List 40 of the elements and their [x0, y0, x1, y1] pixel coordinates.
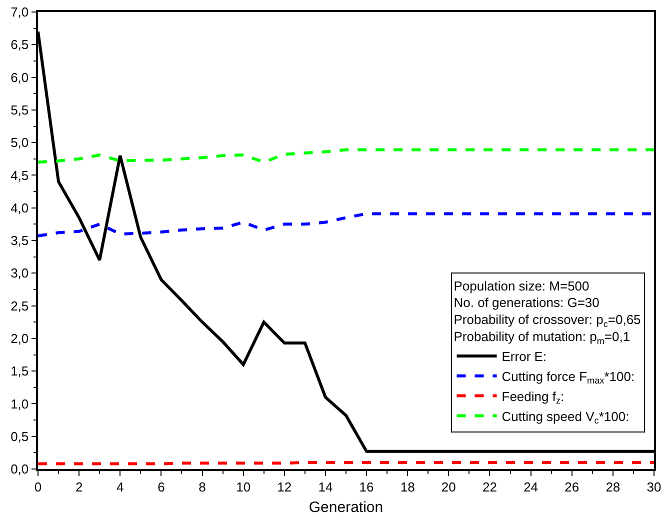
y-tick-label: 0,0 — [10, 462, 29, 477]
x-tick-label: 2 — [75, 479, 83, 494]
y-tick-label: 0,5 — [10, 428, 29, 444]
legend-label: Feeding f$_{z}$: — [502, 388, 564, 406]
x-tick-label: 14 — [318, 479, 333, 494]
y-tick-label: 2,0 — [10, 330, 29, 346]
x-tick-label: 0 — [34, 479, 42, 494]
annotation: Probability of crossover: p$_{c}$=0,65 — [454, 312, 641, 329]
x-tick-label: 8 — [198, 479, 206, 494]
x-tick-label: 24 — [524, 479, 538, 494]
x-tick-label: 26 — [564, 479, 580, 494]
legend-label: Cutting speed V$_{c}$*100: — [502, 408, 630, 426]
y-tick-label: 2,5 — [10, 298, 29, 314]
annotation: No. of generations: G=30 — [454, 295, 600, 310]
x-axis-title: Generation — [308, 498, 384, 516]
y-tick-label: 5,5 — [10, 102, 29, 118]
y-tick-label: 4,0 — [10, 200, 29, 216]
x-tick-label: 16 — [359, 479, 374, 494]
y-tick-label: 6,5 — [10, 37, 29, 52]
x-tick-label: 6 — [158, 479, 165, 494]
legend-label: Cutting force F$_{max}$*100: — [502, 368, 635, 386]
y-tick-label: 3,5 — [10, 233, 29, 248]
x-tick-label: 4 — [116, 479, 124, 494]
x-tick-label: 20 — [441, 479, 456, 494]
x-tick-label: 10 — [236, 479, 251, 494]
annotation: Population size: M=500 — [454, 278, 590, 294]
y-tick-label: 1,5 — [10, 364, 29, 379]
y-tick-label: 6,0 — [10, 70, 29, 85]
x-tick-label: 22 — [482, 479, 497, 494]
y-tick-label: 7,0 — [10, 4, 29, 20]
y-tick-label: 4,5 — [10, 168, 29, 183]
y-tick-label: 5,0 — [10, 135, 29, 150]
legend-label: Error E: — [502, 349, 547, 364]
y-tick-label: 1,0 — [10, 396, 29, 412]
x-tick-label: 12 — [277, 479, 292, 494]
y-tick-label: 3,0 — [10, 266, 29, 281]
annotation: Probability of mutation: p$_{m}$=0,1 — [454, 329, 630, 346]
x-tick-label: 18 — [400, 479, 415, 494]
x-tick-label: 30 — [646, 479, 662, 494]
x-tick-label: 28 — [606, 479, 620, 494]
